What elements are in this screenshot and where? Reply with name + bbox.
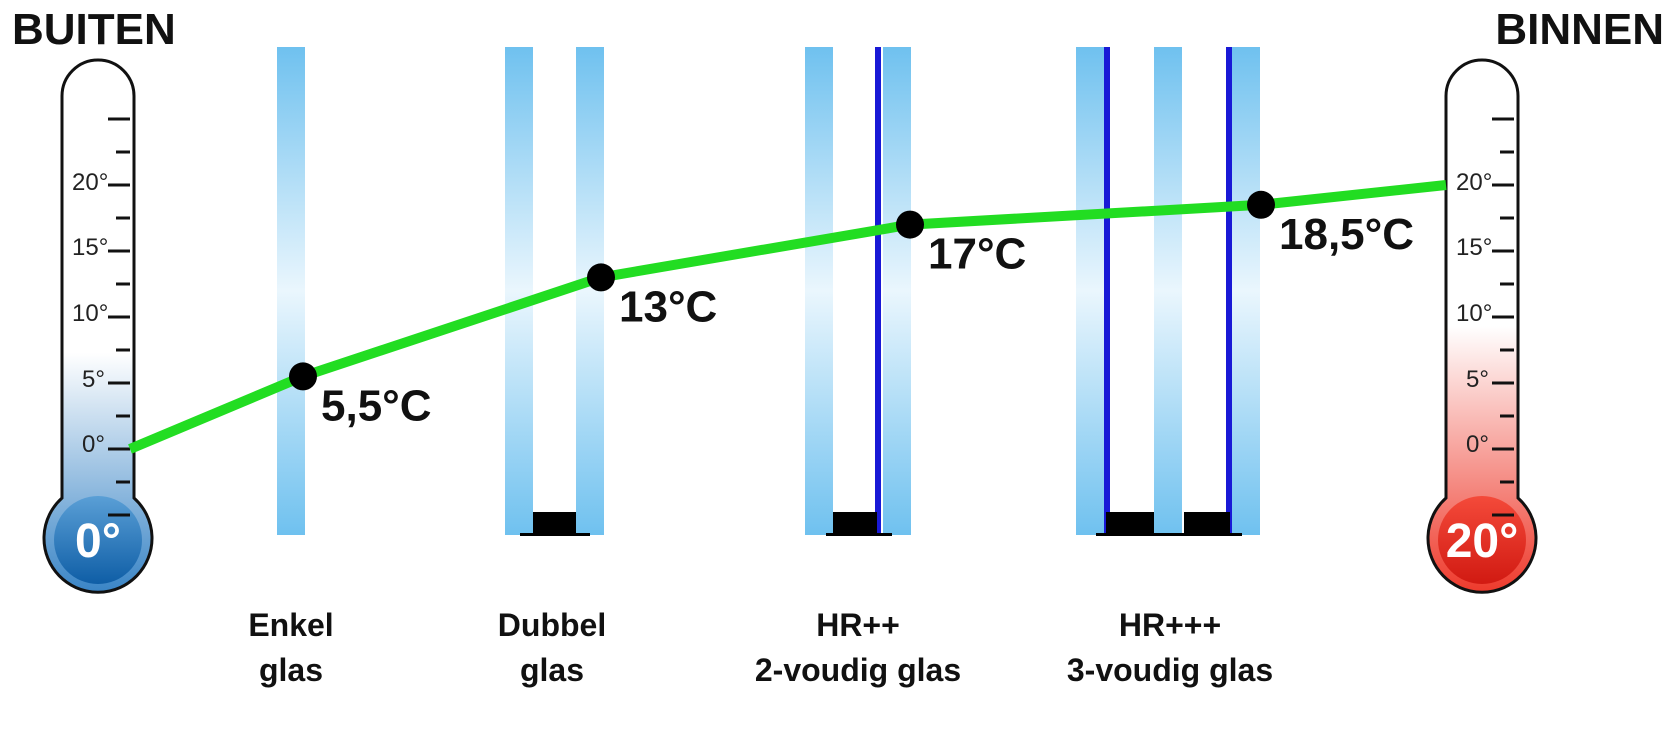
single-glass-pane [277,47,305,535]
inside-thermometer-reading: 20° [1446,515,1519,568]
outside-tick-label: 5° [82,366,105,393]
glass-type-label-hr-plus-plus-plus: HR+++ [1119,607,1221,643]
low-e-coating [875,47,881,535]
inside-thermometer-bulb [1438,496,1526,584]
inside-tick-label: 10° [1456,300,1492,327]
inside-thermometer-ticks [1492,117,1514,517]
glass-pane [1154,47,1182,535]
outside-thermometer-bulb [54,496,142,584]
low-e-coating [1104,47,1110,535]
inside-label: BINNEN [1495,5,1664,54]
outside-thermometer-ticks [108,117,130,517]
hr-plus-plus-glass-unit [805,47,911,536]
outside-tick-label: 20° [72,169,108,196]
temperature-profile: 5,5°C 13°C 17°C 18,5°C [128,180,1447,454]
spacer-bar [833,512,877,535]
outside-thermometer: 0° 20° 15° 10° 5° 0° [42,58,154,594]
temperature-point-label-3: 17°C [928,230,1026,279]
temperature-point-2 [587,263,615,292]
spacer-bar [1184,512,1230,535]
spacer-base [1096,533,1242,536]
outside-tick-label: 10° [72,300,108,327]
low-e-coating [1226,47,1232,535]
glass-pane [277,47,305,535]
temperature-point-label-2: 13°C [619,282,717,331]
glass-type-sublabel-dubbel: glas [520,652,584,688]
spacer-bar [533,512,576,535]
glass-type-label-dubbel: Dubbel [498,607,606,643]
inside-tick-label: 15° [1456,234,1492,261]
temperature-point-1 [289,362,317,391]
outside-tick-label: 0° [82,431,105,458]
glass-type-label-hr-plus-plus: HR++ [816,607,900,643]
glass-pane [1076,47,1104,535]
hr-plus-plus-plus-glass-unit [1076,47,1260,536]
outside-thermometer-reading: 0° [75,515,121,568]
temperature-point-4 [1247,190,1275,219]
spacer-bar [1106,512,1154,535]
spacer-base [826,533,892,536]
temperature-line [128,180,1447,454]
inside-tick-label: 0° [1466,431,1489,458]
glass-type-sublabel-hr-plus-plus-plus: 3-voudig glas [1067,652,1273,688]
temperature-point-label-1: 5,5°C [321,381,432,430]
spacer-base [520,533,590,536]
glass-pane [1232,47,1260,535]
glass-pane [505,47,533,535]
glass-type-sublabel-hr-plus-plus: 2-voudig glas [755,652,961,688]
outside-tick-label: 15° [72,234,108,261]
glass-type-label-enkel: Enkel [248,607,333,643]
inside-tick-label: 20° [1456,169,1492,196]
temperature-point-3 [896,210,924,239]
inside-tick-label: 5° [1466,366,1489,393]
temperature-point-label-4: 18,5°C [1279,210,1414,259]
glass-pane [805,47,833,535]
glass-type-sublabel-enkel: glas [259,652,323,688]
inside-thermometer: 20° 20° 15° 10° 5° 0° [1426,58,1538,594]
glass-pane [883,47,911,535]
outside-label: BUITEN [12,5,176,54]
